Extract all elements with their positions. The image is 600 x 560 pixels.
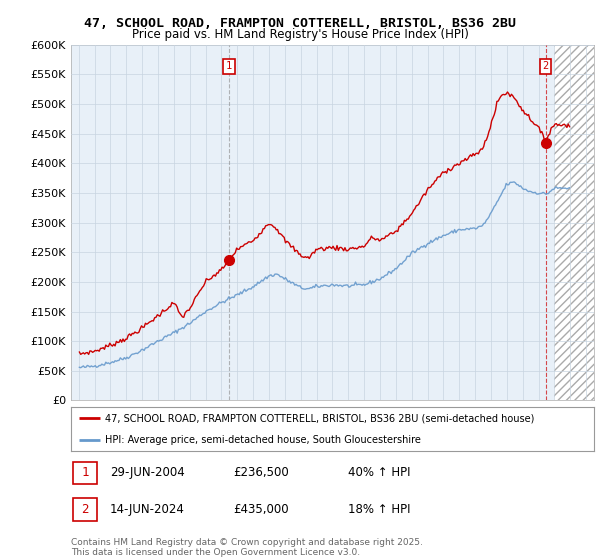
- Text: £236,500: £236,500: [233, 466, 289, 479]
- Text: 47, SCHOOL ROAD, FRAMPTON COTTERELL, BRISTOL, BS36 2BU: 47, SCHOOL ROAD, FRAMPTON COTTERELL, BRI…: [84, 17, 516, 30]
- FancyBboxPatch shape: [73, 498, 97, 521]
- Text: 2: 2: [542, 61, 549, 71]
- Text: 1: 1: [82, 466, 89, 479]
- Text: 29-JUN-2004: 29-JUN-2004: [110, 466, 185, 479]
- Bar: [554, 45, 594, 400]
- Bar: [554, 45, 594, 400]
- Text: 40% ↑ HPI: 40% ↑ HPI: [348, 466, 410, 479]
- Text: 47, SCHOOL ROAD, FRAMPTON COTTERELL, BRISTOL, BS36 2BU (semi-detached house): 47, SCHOOL ROAD, FRAMPTON COTTERELL, BRI…: [105, 413, 534, 423]
- Text: Contains HM Land Registry data © Crown copyright and database right 2025.
This d: Contains HM Land Registry data © Crown c…: [71, 538, 422, 557]
- Text: Price paid vs. HM Land Registry's House Price Index (HPI): Price paid vs. HM Land Registry's House …: [131, 28, 469, 41]
- FancyBboxPatch shape: [73, 461, 97, 484]
- Text: HPI: Average price, semi-detached house, South Gloucestershire: HPI: Average price, semi-detached house,…: [105, 435, 421, 445]
- Text: 1: 1: [226, 61, 232, 71]
- Text: £435,000: £435,000: [233, 503, 289, 516]
- Text: 14-JUN-2024: 14-JUN-2024: [110, 503, 185, 516]
- Text: 18% ↑ HPI: 18% ↑ HPI: [348, 503, 410, 516]
- Text: 2: 2: [82, 503, 89, 516]
